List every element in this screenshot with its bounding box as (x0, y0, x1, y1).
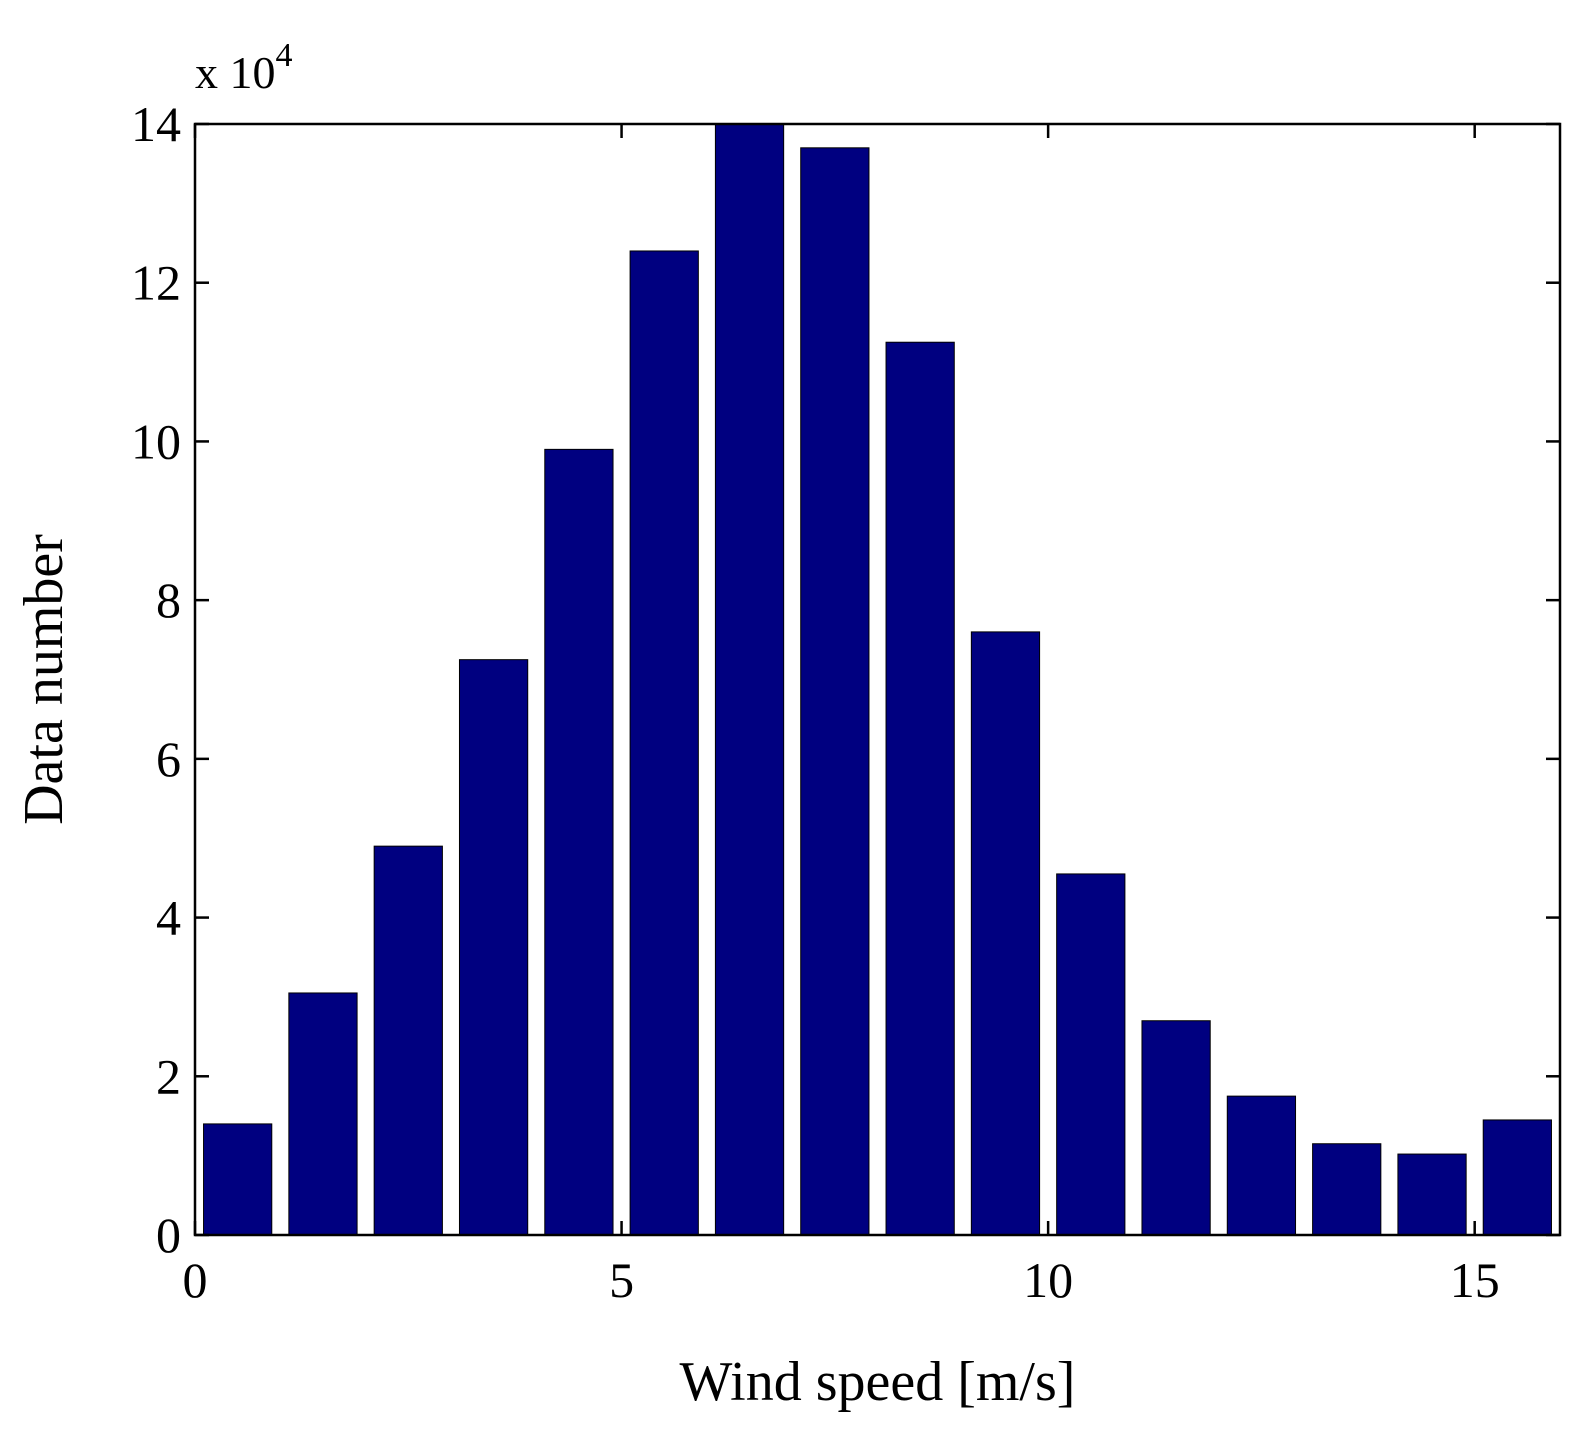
x-tick-label: 15 (1450, 1252, 1500, 1308)
bar (800, 147, 870, 1236)
bar (1482, 1119, 1552, 1236)
y-tick-label: 0 (156, 1207, 181, 1263)
y-tick-label: 10 (131, 413, 181, 469)
y-tick-label: 2 (156, 1048, 181, 1104)
bar (1397, 1153, 1467, 1236)
x-axis-label: Wind speed [m/s] (680, 1351, 1076, 1413)
y-tick-label: 8 (156, 572, 181, 628)
bar (1056, 873, 1126, 1236)
plot-frame (193, 122, 1562, 1237)
y-tick-label: 14 (131, 96, 181, 152)
x-tick-label: 0 (183, 1252, 208, 1308)
tick-labels-layer: 0 5 10 15 0 2 4 6 8 10 12 14 (131, 96, 1500, 1308)
bar (1141, 1020, 1211, 1236)
x-tick-label: 10 (1023, 1252, 1073, 1308)
bar (544, 448, 614, 1236)
y-axis-label: Data number (13, 534, 75, 825)
bar (714, 123, 785, 1236)
bar (885, 341, 955, 1236)
bar (203, 1123, 273, 1236)
bar (1312, 1143, 1382, 1236)
bar (1226, 1095, 1297, 1236)
bar (288, 992, 358, 1236)
y-axis-multiplier-base: x 10 (195, 47, 276, 98)
bar (629, 250, 699, 1236)
bar (458, 659, 529, 1236)
y-tick-label: 4 (156, 890, 181, 946)
bars-layer (203, 123, 1552, 1236)
bar (970, 631, 1041, 1236)
x-tick-label: 5 (609, 1252, 634, 1308)
y-tick-label: 12 (131, 255, 181, 311)
y-axis-multiplier: x 104 (195, 37, 293, 98)
bar (373, 845, 443, 1236)
y-tick-label: 6 (156, 731, 181, 787)
y-axis-multiplier-exponent: 4 (276, 37, 293, 74)
